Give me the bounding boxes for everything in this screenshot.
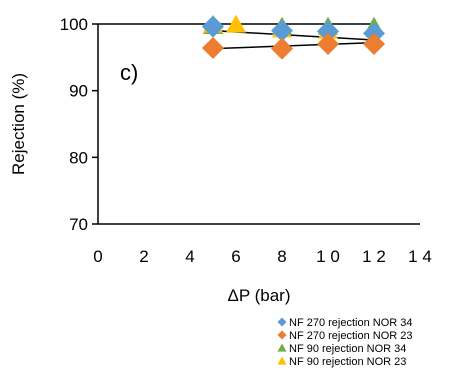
trend-line	[212, 41, 375, 50]
data-point-diamond	[317, 33, 339, 55]
data-point-diamond	[363, 33, 385, 55]
trend-lines	[212, 29, 375, 50]
x-tick-label: 2	[139, 247, 148, 266]
x-axis-tick-labels: 0 2 4 6 8 1 0 1 2 1 4	[93, 247, 432, 266]
legend-marker-triangle	[277, 343, 287, 352]
legend-label: NF 270 rejection NOR 23	[289, 330, 413, 342]
x-tick-label: 4	[185, 247, 194, 266]
x-tick-label: 0	[93, 247, 102, 266]
legend-marker-triangle	[277, 356, 287, 365]
data-point-diamond	[317, 20, 339, 43]
y-axis-ticks: 70 80 90 100	[60, 15, 98, 234]
data-point-diamond	[271, 19, 293, 42]
y-tick-label: 80	[69, 148, 88, 167]
x-tick-label: 1 4	[408, 247, 432, 266]
legend-marker-diamond	[277, 317, 287, 327]
legend-label: NF 270 rejection NOR 34	[289, 317, 413, 329]
data-point-diamond	[202, 37, 224, 59]
x-tick-label: 6	[231, 247, 240, 266]
y-tick-label: 90	[69, 82, 88, 101]
y-tick-label: 100	[60, 15, 88, 34]
data-point-triangle	[226, 14, 246, 33]
x-tick-label: 1 0	[316, 247, 340, 266]
legend-label: NF 90 rejection NOR 34	[289, 343, 406, 355]
x-tick-label: 1 2	[362, 247, 386, 266]
data-point-diamond	[271, 37, 293, 60]
legend-label: NF 90 rejection NOR 23	[289, 356, 406, 368]
data-point-diamond	[202, 15, 224, 38]
x-tick-label: 8	[277, 247, 286, 266]
legend-marker-diamond	[277, 330, 287, 340]
y-axis-label: Rejection (%)	[9, 73, 28, 175]
data-markers	[202, 14, 385, 60]
panel-label: c)	[120, 60, 138, 85]
y-tick-label: 70	[69, 215, 88, 234]
x-axis-label: ΔP (bar)	[227, 286, 290, 305]
